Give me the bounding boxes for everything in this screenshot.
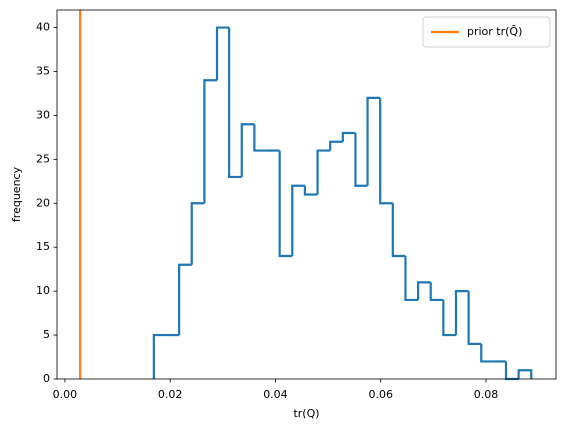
legend-box — [422, 16, 551, 48]
histogram-bar — [416, 281, 431, 300]
y-tick-label: 30 — [36, 108, 50, 121]
histogram-bar — [354, 133, 368, 187]
histogram-bar — [316, 149, 331, 195]
y-tick-label: 15 — [36, 240, 50, 253]
y-axis-label: frequency — [10, 166, 23, 222]
histogram-bar — [391, 203, 406, 258]
x-tick-label: 0.06 — [368, 388, 393, 401]
histogram-bar — [190, 202, 205, 265]
x-tick-label: 0.08 — [474, 388, 499, 401]
x-axis-label: tr(Q) — [293, 407, 319, 420]
histogram-bar — [504, 361, 519, 381]
x-tick-label: 0.00 — [53, 388, 78, 401]
x-tick-label: 0.04 — [263, 388, 288, 401]
histogram-bar — [454, 290, 469, 336]
histogram-bar — [366, 96, 381, 186]
histogram-bar — [404, 256, 419, 302]
histogram-bar — [442, 299, 456, 337]
histogram-bar — [291, 184, 305, 256]
y-tick-label: 0 — [43, 372, 50, 385]
histogram-bar — [278, 150, 293, 258]
y-tick-label: 20 — [36, 196, 50, 209]
histogram-bar — [467, 291, 482, 345]
y-tick-label: 25 — [36, 152, 50, 165]
histogram-bar — [329, 140, 343, 151]
histogram-bar — [303, 185, 318, 196]
histogram-bar — [341, 131, 356, 142]
x-tick-label: 0.02 — [158, 388, 183, 401]
histogram-bar — [152, 333, 167, 379]
histogram-bar — [517, 369, 533, 379]
histogram-bar — [253, 124, 268, 152]
histogram-bar — [178, 263, 192, 336]
histogram-bar — [228, 27, 242, 179]
histogram-bar — [429, 282, 444, 302]
y-tick-label: 40 — [36, 21, 50, 34]
histogram-bar — [480, 343, 494, 363]
histogram-bar — [379, 97, 393, 205]
y-tick-label: 10 — [36, 284, 50, 297]
y-tick-label: 35 — [36, 65, 50, 78]
y-tick-label: 5 — [43, 328, 50, 341]
plot-frame — [56, 9, 557, 380]
legend-label: prior tr(Q̄) — [467, 25, 522, 38]
histogram-bar — [240, 123, 255, 177]
histogram-bar — [215, 26, 230, 81]
histogram-bar — [203, 79, 218, 204]
